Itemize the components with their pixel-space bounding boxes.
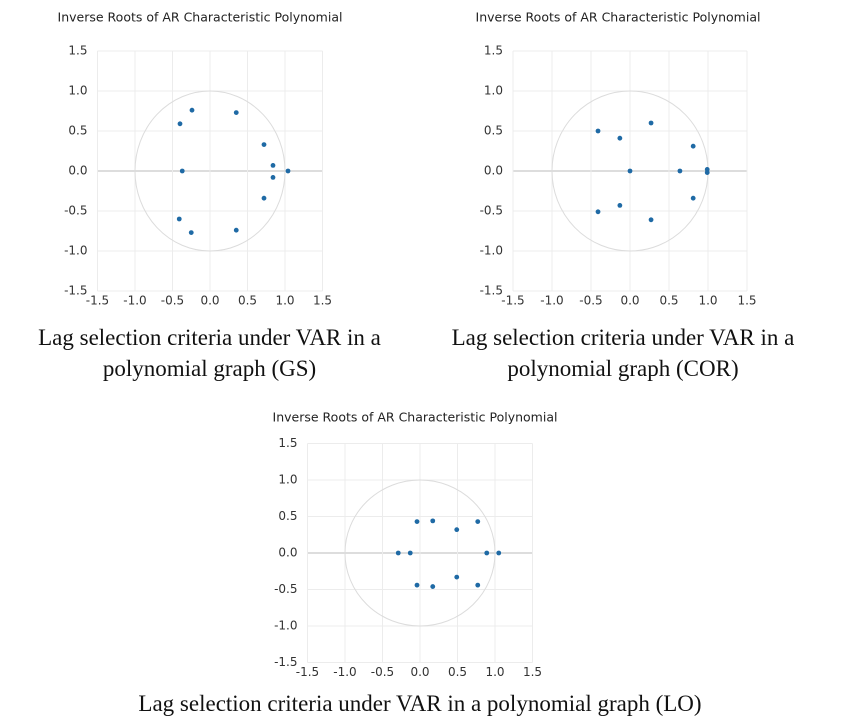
caption: Lag selection criteria under VAR in a po… <box>451 325 795 381</box>
x-tick-label: -1.5 <box>86 294 109 308</box>
point <box>176 216 182 222</box>
point <box>414 582 420 588</box>
point <box>189 107 195 113</box>
x-tick-label: 0.0 <box>200 294 219 308</box>
unit-circle <box>344 479 496 627</box>
point <box>179 168 185 174</box>
y-tick-label: -0.5 <box>480 204 503 218</box>
point <box>496 550 502 556</box>
x-tick-label: 1.5 <box>737 294 756 308</box>
point <box>430 518 436 524</box>
x-tick-label: 0.5 <box>659 294 678 308</box>
point <box>233 227 239 233</box>
caption: Lag selection criteria under VAR in a po… <box>38 325 381 381</box>
point <box>690 195 696 201</box>
y-tick-label: -1.5 <box>274 655 297 669</box>
y-tick-label: 1.0 <box>68 84 87 98</box>
point <box>475 519 481 525</box>
y-tick-label: -1.0 <box>274 619 297 633</box>
point <box>177 121 183 127</box>
point <box>233 110 239 115</box>
x-tick-label: 1.0 <box>698 294 717 308</box>
x-tick-label: 0.5 <box>448 665 467 679</box>
point <box>595 209 601 215</box>
x-tick-label: 1.5 <box>313 294 332 308</box>
point <box>484 550 490 556</box>
y-tick-label: 1.0 <box>278 473 297 487</box>
y-tick-label: 1.5 <box>68 44 87 58</box>
point <box>595 128 601 134</box>
x-tick-label: 0.0 <box>410 665 429 679</box>
point <box>270 175 276 180</box>
chart-title: Inverse Roots of AR Characteristic Polyn… <box>58 10 343 25</box>
y-tick-label: 0.0 <box>68 164 87 178</box>
y-tick-label: 0.5 <box>484 124 503 138</box>
y-tick-label: -1.5 <box>64 284 87 298</box>
point <box>414 519 420 525</box>
x-tick-label: -0.5 <box>161 294 184 308</box>
point <box>690 143 696 149</box>
point <box>475 582 481 588</box>
point <box>454 574 460 580</box>
y-tick-label: -0.5 <box>64 204 87 218</box>
caption: Lag selection criteria under VAR in a po… <box>138 691 702 716</box>
x-tick-label: -1.5 <box>296 665 319 679</box>
y-tick-label: 0.5 <box>278 509 297 523</box>
point <box>261 142 267 148</box>
point <box>454 527 460 533</box>
x-tick-label: -1.0 <box>540 294 563 308</box>
y-tick-label: 0.0 <box>484 164 503 178</box>
y-tick-label: 0.0 <box>278 546 297 560</box>
point <box>617 203 623 208</box>
x-tick-label: 1.5 <box>523 665 542 679</box>
point <box>395 550 401 556</box>
x-tick-label: 1.0 <box>275 294 294 308</box>
point <box>188 230 194 236</box>
point <box>617 135 623 141</box>
point <box>648 120 654 126</box>
y-tick-label: -1.0 <box>480 244 503 258</box>
point <box>285 168 291 174</box>
point <box>677 168 683 174</box>
point <box>648 217 654 223</box>
x-tick-label: 0.5 <box>238 294 257 308</box>
x-tick-label: -0.5 <box>371 665 394 679</box>
x-tick-label: -0.5 <box>579 294 602 308</box>
point <box>407 550 413 556</box>
unit-circle <box>134 90 286 252</box>
point <box>704 170 710 176</box>
x-tick-label: 0.0 <box>620 294 639 308</box>
y-tick-label: -1.5 <box>480 284 503 298</box>
chart-title: Inverse Roots of AR Characteristic Polyn… <box>273 410 558 425</box>
x-tick-label: 1.0 <box>485 665 504 679</box>
y-tick-label: -1.0 <box>64 244 87 258</box>
y-tick-label: 0.5 <box>68 124 87 138</box>
point <box>261 195 267 201</box>
y-tick-label: 1.0 <box>484 84 503 98</box>
point <box>627 168 633 174</box>
x-tick-label: -1.5 <box>501 294 524 308</box>
x-tick-label: -1.0 <box>123 294 146 308</box>
x-tick-label: -1.0 <box>333 665 356 679</box>
point <box>430 584 436 589</box>
y-tick-label: 1.5 <box>484 44 503 58</box>
point <box>270 163 276 168</box>
y-tick-label: 1.5 <box>278 436 297 450</box>
y-tick-label: -0.5 <box>274 582 297 596</box>
chart-title: Inverse Roots of AR Characteristic Polyn… <box>476 10 761 25</box>
